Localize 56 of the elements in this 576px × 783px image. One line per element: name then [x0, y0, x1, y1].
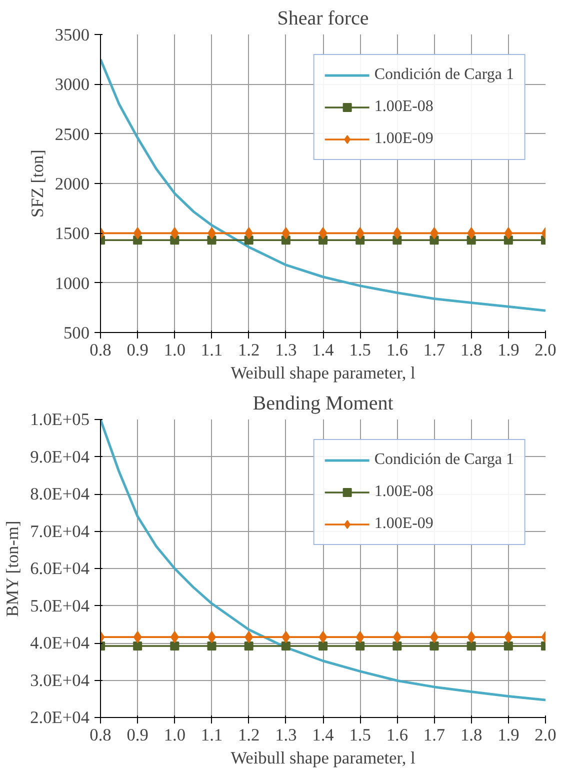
legend-label: 1.00E-09 — [374, 515, 434, 533]
y-tick-label: 4.0E+04 — [30, 634, 90, 652]
legend-label: 1.00E-08 — [374, 98, 434, 116]
x-tick-label: 0.9 — [126, 726, 148, 744]
x-tick-label: 1.9 — [498, 726, 520, 744]
x-tick-label: 2.0 — [534, 726, 556, 744]
y-tick-label: 8.0E+04 — [30, 484, 90, 504]
x-tick-label: 1.3 — [275, 726, 297, 744]
y-tick-label: 1000 — [54, 274, 90, 293]
x-tick-label: 1.2 — [238, 340, 260, 360]
x-tick-label: 1.5 — [349, 340, 371, 360]
chart-title: Shear force — [277, 8, 369, 30]
y-tick-label: 9.0E+04 — [30, 447, 90, 466]
y-tick-label: 1.0E+05 — [30, 410, 90, 429]
legend-label: 1.00E-09 — [374, 130, 434, 148]
x-tick-label: 2.0 — [534, 340, 556, 360]
x-tick-label: 0.9 — [126, 340, 148, 360]
x-tick-label: 0.8 — [90, 340, 112, 360]
chart-title: Bending Moment — [252, 392, 394, 414]
x-tick-label: 1.3 — [275, 340, 297, 360]
x-tick-label: 1.5 — [349, 726, 371, 744]
y-axis-title: BMY [ton-m] — [3, 520, 22, 617]
x-tick-label: 0.8 — [90, 726, 112, 744]
legend-label: Condición de Carga 1 — [374, 451, 514, 469]
x-tick-label: 1.8 — [460, 340, 482, 360]
x-tick-label: 1.0 — [164, 340, 186, 360]
x-tick-label: 1.6 — [386, 340, 408, 360]
y-tick-label: 500 — [64, 324, 90, 342]
x-tick-label: 1.4 — [312, 726, 334, 744]
x-tick-label: 1.6 — [386, 726, 408, 744]
y-tick-label: 7.0E+04 — [30, 522, 90, 541]
x-tick-label: 1.9 — [498, 340, 520, 360]
y-tick-label: 2.0E+04 — [30, 708, 90, 727]
x-tick-label: 1.0 — [164, 726, 186, 744]
y-tick-label: 5.0E+04 — [30, 596, 90, 616]
line-series — [100, 420, 546, 702]
line-series — [100, 58, 546, 312]
x-axis-title: Weibull shape parameter, l — [230, 364, 416, 382]
y-tick-label: 3.0E+04 — [30, 670, 90, 690]
x-tick-label: 1.8 — [460, 726, 482, 744]
y-tick-label: 6.0E+04 — [30, 559, 90, 578]
y-tick-label: 3000 — [54, 75, 90, 94]
x-tick-label: 1.1 — [200, 726, 223, 744]
x-tick-label: 1.4 — [312, 340, 334, 360]
y-tick-label: 1500 — [54, 224, 90, 244]
x-axis-title: Weibull shape parameter, l — [230, 748, 416, 768]
x-tick-label: 1.7 — [423, 726, 446, 744]
legend-label: Condición de Carga 1 — [374, 66, 514, 84]
y-tick-label: 2500 — [54, 124, 90, 144]
x-tick-label: 1.1 — [200, 340, 223, 360]
y-tick-label: 3500 — [54, 26, 90, 44]
y-axis-title: SFZ [ton] — [28, 150, 47, 218]
x-tick-label: 1.7 — [423, 340, 446, 360]
x-tick-label: 1.2 — [238, 726, 260, 744]
y-tick-label: 2000 — [54, 174, 90, 194]
legend-label: 1.00E-08 — [374, 483, 434, 501]
